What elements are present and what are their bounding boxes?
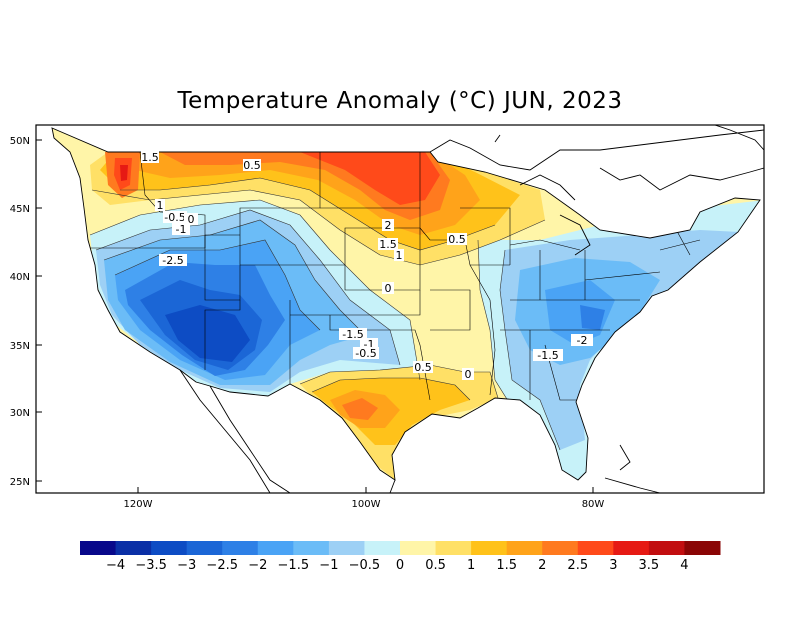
contour-lines	[89, 177, 561, 480]
lon-label: 100W	[352, 499, 381, 510]
contour-label: 0	[465, 368, 472, 381]
lat-label: 35N	[10, 341, 30, 352]
lat-axis: 50N 45N 40N 35N 30N 25N	[10, 136, 30, 488]
colorbar-swatch	[186, 541, 223, 555]
colorbar-label: −3	[177, 558, 196, 573]
colorbar-label: 1	[467, 558, 475, 573]
colorbar-swatch	[577, 541, 614, 555]
colorbar-label: −1	[319, 558, 338, 573]
colorbar-label: −3.5	[135, 558, 167, 573]
colorbar-swatch	[542, 541, 579, 555]
colorbar-label: 0	[396, 558, 404, 573]
axis-ticks	[36, 139, 594, 493]
state-boundaries	[90, 151, 701, 401]
colorbar-label: −2.5	[206, 558, 238, 573]
contour-label: 1	[157, 199, 164, 212]
contour-label: -0.5	[355, 347, 376, 360]
contour-label: 1.5	[141, 151, 159, 164]
colorbar-label: −1.5	[278, 558, 310, 573]
colorbar-swatch	[222, 541, 259, 555]
colorbar-label: 3.5	[639, 558, 660, 573]
colorbar-swatches	[80, 541, 721, 555]
lat-label: 45N	[10, 204, 30, 215]
colorbar-swatch	[151, 541, 188, 555]
lat-label: 40N	[10, 272, 30, 283]
lat-label: 50N	[10, 136, 30, 147]
contour-label: 1.5	[379, 238, 397, 251]
coastlines	[51, 125, 764, 493]
contour-label: 0	[188, 213, 195, 226]
lat-label: 30N	[10, 408, 30, 419]
contour-label: 2	[385, 219, 392, 232]
colorbar-swatch	[471, 541, 508, 555]
contour-label: 0.5	[243, 159, 261, 172]
contour-label: -2	[577, 334, 588, 347]
contour-label: -1.5	[537, 349, 558, 362]
colorbar-swatch	[80, 541, 117, 555]
lon-label: 120W	[124, 499, 153, 510]
contour-label: -0.5	[164, 211, 185, 224]
contour-label: 0.5	[448, 233, 466, 246]
contour-label: -1	[364, 338, 375, 351]
colorbar-labels: −4 −3.5 −3 −2.5 −2 −1.5 −1 −0.5 0 0.5 1 1.5 2 2.5 3 3.5…	[106, 558, 689, 573]
colorbar-label: 3	[609, 558, 617, 573]
colorbar-swatch	[364, 541, 401, 555]
colorbar-label: 2.5	[567, 558, 588, 573]
contour-label: 0	[385, 282, 392, 295]
colorbar-swatch	[506, 541, 543, 555]
colorbar-swatch	[400, 541, 437, 555]
colorbar-label: 1.5	[496, 558, 517, 573]
colorbar-label: −0.5	[349, 558, 381, 573]
contour-label: 0.5	[414, 361, 432, 374]
colorbar-label: 2	[538, 558, 546, 573]
contour-label: -1	[176, 223, 187, 236]
colorbar-label: −4	[106, 558, 125, 573]
colorbar-swatch	[435, 541, 472, 555]
colorbar-swatch	[257, 541, 294, 555]
lon-label: 80W	[582, 499, 605, 510]
lon-axis: 120W 100W 80W	[124, 499, 605, 510]
colorbar-swatch	[293, 541, 330, 555]
colorbar-swatch	[613, 541, 650, 555]
map-title: Temperature Anomaly (°C) JUN, 2023	[177, 88, 623, 114]
colorbar-label: 0.5	[425, 558, 446, 573]
contour-label-group: 1.5 0.5 1 -0.5 0 -1 -2.5 2 1.5 1 0.5 0 -…	[141, 151, 593, 381]
contour-label: 1	[396, 249, 403, 262]
colorbar-label: −2	[248, 558, 267, 573]
colorbar-swatch	[115, 541, 152, 555]
contour-label: -1.5	[342, 328, 363, 341]
colorbar-swatch	[648, 541, 685, 555]
contour-label: -2.5	[162, 254, 183, 267]
lat-label: 25N	[10, 477, 30, 488]
colorbar-label: 4	[680, 558, 688, 573]
colorbar-swatch	[328, 541, 365, 555]
colorbar-swatch	[684, 541, 721, 555]
